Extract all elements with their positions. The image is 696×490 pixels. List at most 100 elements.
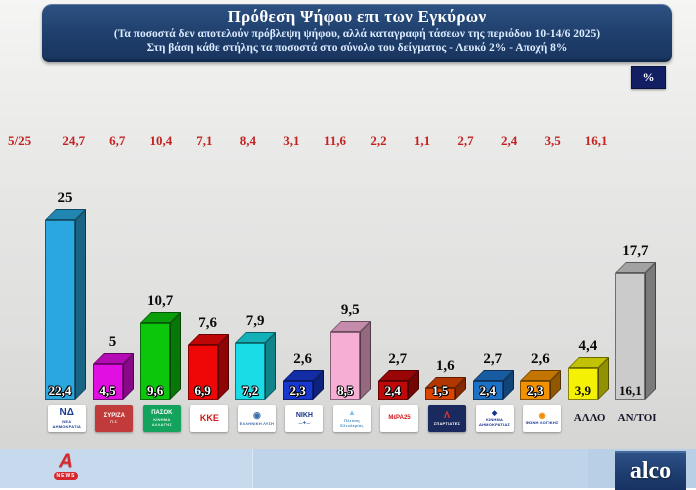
bar-column: 2,6 2,3 — [281, 160, 329, 400]
header-subtitle-1: (Τα ποσοστά δεν αποτελούν πρόβλεψη ψήφου… — [113, 28, 601, 40]
party-logo: ΜέΡΑ25 — [380, 405, 419, 432]
previous-value: 2,7 — [457, 133, 474, 148]
bar-value-label: 2,7 — [388, 351, 408, 367]
party-logo: ◉ ΕΛΛΗΝΙΚΗ ΛΥΣΗ — [237, 405, 276, 432]
bar-column: 10,7 9,6 — [138, 160, 186, 400]
bar-base-value-label: 1,5 — [432, 383, 449, 398]
bar-value-label: 9,5 — [340, 302, 360, 318]
bar-front-face — [282, 381, 313, 400]
previous-value: 3,1 — [283, 133, 300, 148]
alpha-news-label: NEWS — [54, 472, 78, 480]
bar-front-face — [520, 381, 551, 400]
bar-base-value-label: 4,5 — [99, 383, 116, 398]
bar-value-label: 2,6 — [293, 351, 313, 367]
bar-column: 5 4,5 — [91, 160, 139, 400]
bar-base-value-label: 6,9 — [194, 383, 211, 398]
party-logo-text: ◉ — [252, 410, 261, 421]
bar-side-face — [75, 209, 86, 400]
party-logo-caption: ΚΙΝΗΜΑ ΔΗΜΟΚΡΑΤΙΑΣ — [479, 417, 511, 428]
party-logo: ΚΚΕ — [190, 405, 229, 432]
previous-value: 16,1 — [584, 133, 608, 148]
party-logo-cell: ΠΑΣΟΚ ΚΙΝΗΜΑ ΑΛΛΑΓΗΣ — [138, 403, 186, 445]
party-logo: Λ ΣΠΑΡΤΙΑΤΕΣ — [428, 405, 467, 432]
bar-base-value-label: 2,4 — [479, 383, 496, 398]
bar-value-label: 10,7 — [146, 293, 174, 309]
bar-value-label: 2,6 — [530, 351, 550, 367]
bar-base-value-label: 9,6 — [146, 383, 164, 398]
bar-side-face — [265, 332, 277, 400]
party-logo: ▲ Πλεύση Ελευθερίας — [332, 405, 371, 432]
previous-value: 8,4 — [239, 133, 257, 148]
party-logo: ◉ ΦΩΝΗ ΛΟΓΙΚΗΣ — [523, 405, 562, 432]
party-logo-caption: —✛— — [298, 419, 311, 425]
footer-strip — [0, 449, 696, 488]
bar-front-face — [472, 381, 503, 400]
previous-value: 10,4 — [149, 133, 173, 148]
party-logo-text: ΜέΡΑ25 — [388, 415, 411, 422]
alpha-news-logo: A NEWS — [52, 452, 80, 485]
party-logo-cell: ΑΛΛΟ — [566, 403, 614, 445]
party-logo-cell: ◉ ΕΛΛΗΝΙΚΗ ΛΥΣΗ — [233, 403, 281, 445]
bar-value-label: 17,7 — [622, 243, 649, 259]
party-logo-caption: ΝΕΑ ΔΗΜΟΚΡΑΤΙΑ — [52, 418, 81, 429]
header-subtitle-2: Στη βάση κάθε στήλης τα ποσοστά στο σύνο… — [146, 42, 568, 54]
bar-side-face — [360, 321, 372, 400]
bar-column: 2,7 2,4 — [471, 160, 519, 400]
party-logo-text: ΝΔ — [59, 407, 74, 419]
bar-base-value-label: 2,3 — [289, 383, 306, 398]
bar-value-label: 7,9 — [245, 313, 265, 329]
previous-values-row: 24,7 6,7 10,4 7,1 8,4 3,1 11,6 2,2 1,1 2,7 2,4 3,5 1… — [52, 133, 618, 149]
previous-value: 3,5 — [544, 133, 561, 148]
party-logo: ΝΙΚΗ —✛— — [285, 405, 324, 432]
bar-side-face — [170, 312, 182, 400]
previous-value: 24,7 — [62, 133, 86, 148]
bar-column: 7,6 6,9 — [186, 160, 234, 400]
party-logo-text: ◆ — [491, 409, 498, 417]
bar-column: 9,5 8,5 — [328, 160, 376, 400]
bar-base-value-label: 2,3 — [527, 383, 544, 398]
bar-front-face — [235, 343, 266, 400]
bar-front-face — [140, 323, 171, 400]
bar-column: 2,7 2,4 — [376, 160, 424, 400]
party-logo-cell: ◉ ΦΩΝΗ ΛΟΓΙΚΗΣ — [518, 403, 566, 445]
previous-value: 6,7 — [109, 133, 126, 148]
bar-base-value-label: 3,9 — [574, 383, 591, 398]
bar-side-face — [217, 334, 229, 400]
party-logo: ΣΥΡΙΖΑ Π.Σ. — [95, 405, 134, 432]
bar-front-face — [615, 273, 646, 400]
page-title: Πρόθεση Ψήφου επι των Εγκύρων — [227, 7, 487, 26]
alco-logo-text: alco — [629, 458, 672, 484]
percent-badge: % — [631, 66, 666, 89]
bar-column: 17,7 16,1 — [613, 160, 661, 400]
bar-column: 4,4 3,9 — [566, 160, 614, 400]
previous-value: 2,2 — [370, 133, 387, 148]
bar-value-label: 2,7 — [483, 351, 503, 367]
party-logo: ΝΔ ΝΕΑ ΔΗΜΟΚΡΑΤΙΑ — [47, 405, 86, 432]
previous-wave-label: 5/25 — [8, 133, 32, 148]
party-label: ΑΝ/ΤΟΙ — [617, 412, 657, 424]
bar-value-label: 1,6 — [435, 358, 455, 374]
previous-value: 2,4 — [500, 133, 518, 148]
bar-column: 1,6 1,5 — [423, 160, 471, 400]
party-label: ΑΛΛΟ — [573, 412, 606, 424]
bar-column: 25 22,4 — [43, 160, 91, 400]
party-logo-cell: ΚΚΕ — [186, 403, 234, 445]
party-logo-cell: Λ ΣΠΑΡΤΙΑΤΕΣ — [423, 403, 471, 445]
party-logo-cell: ΣΥΡΙΖΑ Π.Σ. — [91, 403, 139, 445]
party-logo-cell: ΝΔ ΝΕΑ ΔΗΜΟΚΡΑΤΙΑ — [43, 403, 91, 445]
bar-base-value-label: 22,4 — [48, 383, 72, 398]
party-logo-caption: ΚΙΝΗΜΑ ΑΛΛΑΓΗΣ — [151, 416, 172, 427]
party-logo-text: ◉ — [538, 410, 546, 420]
bar-base-value-label: 2,4 — [384, 383, 401, 398]
party-logo-text: ΝΙΚΗ — [295, 412, 313, 420]
bar-side-face — [645, 262, 657, 400]
party-logo-text: ΚΚΕ — [199, 412, 219, 423]
bar-chart: 25 22,4 5 4,5 10,7 9,6 7,6 6,9 7,9 7,2 2,6 2,3 9,5 8,… — [43, 160, 661, 400]
party-logos-row: ΝΔ ΝΕΑ ΔΗΜΟΚΡΑΤΙΑ ΣΥΡΙΖΑ Π.Σ. ΠΑΣΟΚ ΚΙΝΗΜΑ ΑΛ… — [43, 403, 661, 445]
party-logo-cell: ΝΙΚΗ —✛— — [281, 403, 329, 445]
party-logo-cell: ▲ Πλεύση Ελευθερίας — [328, 403, 376, 445]
party-logo-caption: ΣΠΑΡΤΙΑΤΕΣ — [433, 420, 461, 426]
bar-front-face — [567, 368, 598, 400]
bar-front-face — [187, 345, 218, 400]
